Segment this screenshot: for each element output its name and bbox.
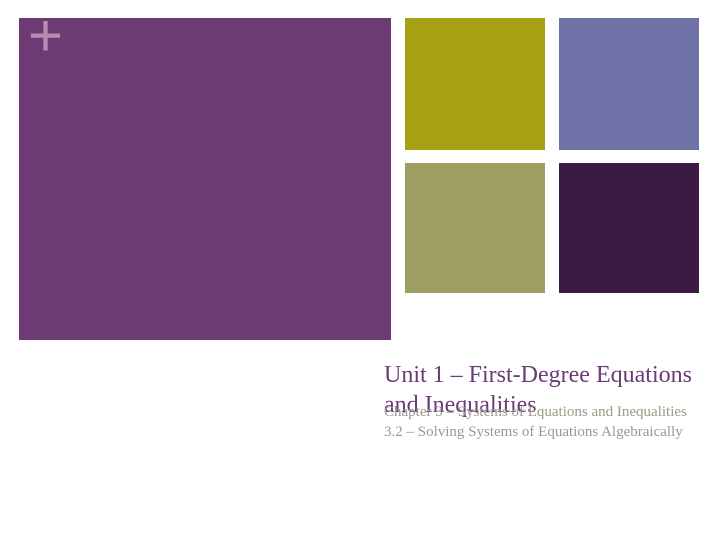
block-dark-purple (559, 163, 699, 293)
title-text-region: Unit 1 – First-Degree Equations and Ineq… (384, 360, 694, 443)
block-main-purple (19, 18, 391, 340)
slide-stage: + Unit 1 – First-Degree Equations and In… (0, 0, 720, 540)
plus-icon: + (28, 6, 63, 66)
subtitle-line-1: Chapter 3 – Systems of Equations and Ine… (384, 404, 687, 420)
block-slate-top (559, 18, 699, 150)
block-olive-mid (405, 163, 545, 293)
subtitle-line-2: 3.2 – Solving Systems of Equations Algeb… (384, 424, 683, 440)
slide-subtitle: Chapter 3 – Systems of Equations and Ine… (384, 402, 694, 443)
block-olive-top (405, 18, 545, 150)
